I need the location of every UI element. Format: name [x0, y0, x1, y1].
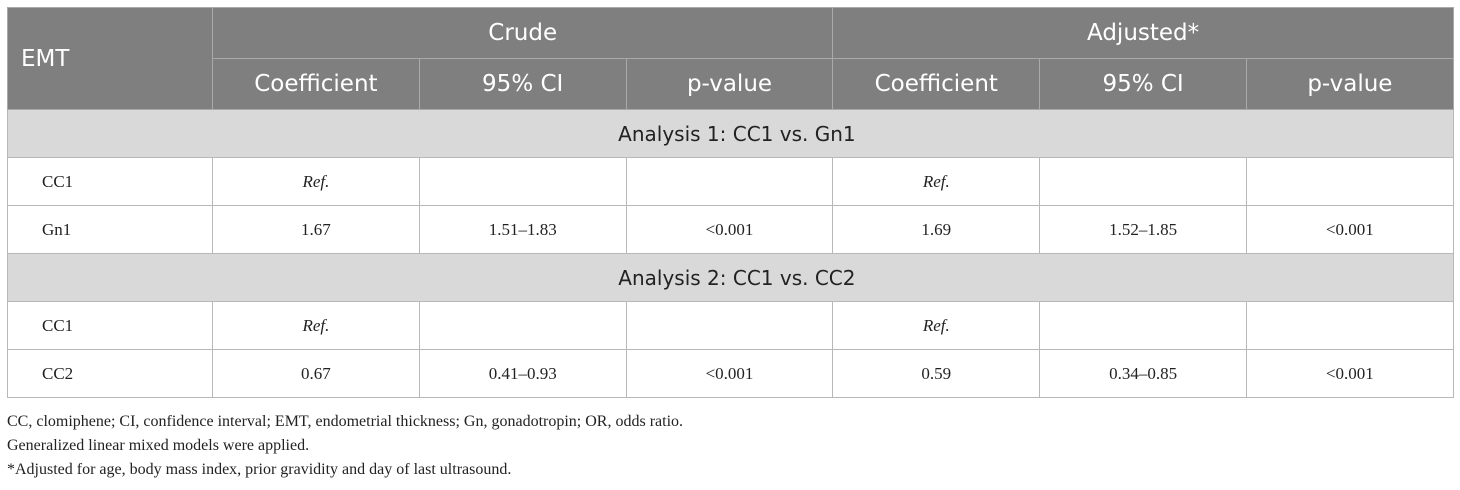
table-cell: Ref.	[832, 157, 1041, 206]
row-label-header: EMT	[7, 7, 213, 110]
table-cell: 0.41–0.93	[418, 349, 627, 398]
table-cell: <0.001	[625, 349, 834, 398]
table-cell: 1.52–1.85	[1039, 205, 1247, 254]
column-header: p-value	[1245, 58, 1454, 110]
crude-group-header: Crude	[211, 7, 834, 59]
table-header: EMT Crude Adjusted* Coefficient 95% CI p…	[7, 7, 1454, 110]
table-row: CC2 0.67 0.41–0.93 <0.001 0.59 0.34–0.85…	[7, 349, 1454, 398]
table-cell	[418, 157, 627, 206]
table-row: Gn1 1.67 1.51–1.83 <0.001 1.69 1.52–1.85…	[7, 205, 1454, 254]
table-cell: 1.67	[212, 205, 420, 254]
table-cell	[1245, 157, 1454, 206]
section-row: Analysis 1: CC1 vs. Gn1	[7, 109, 1454, 158]
footnote-abbreviations: CC, clomiphene; CI, confidence interval;…	[7, 413, 684, 430]
column-header: Coefficient	[832, 58, 1041, 110]
table-cell: 1.51–1.83	[418, 205, 627, 254]
row-label: CC2	[7, 349, 213, 398]
table-cell: 0.34–0.85	[1039, 349, 1247, 398]
row-label: Gn1	[7, 205, 213, 254]
table-row: CC1 Ref. Ref.	[7, 301, 1454, 350]
footnote-adjustment: *Adjusted for age, body mass index, prio…	[7, 461, 512, 478]
results-table-container: EMT Crude Adjusted* Coefficient 95% CI p…	[7, 7, 1454, 398]
row-label: CC1	[7, 301, 213, 350]
adjusted-group-header: Adjusted*	[832, 7, 1454, 59]
table-row: CC1 Ref. Ref.	[7, 157, 1454, 206]
section-title: Analysis 1: CC1 vs. Gn1	[7, 109, 1454, 158]
table-body: Analysis 1: CC1 vs. Gn1 CC1 Ref. Ref. Gn…	[7, 109, 1454, 398]
table-cell	[625, 301, 834, 350]
table-cell	[418, 301, 627, 350]
column-header: p-value	[625, 58, 834, 110]
column-header: 95% CI	[1039, 58, 1247, 110]
column-header: 95% CI	[418, 58, 627, 110]
table-cell	[625, 157, 834, 206]
section-row: Analysis 2: CC1 vs. CC2	[7, 253, 1454, 302]
table-cell: 0.67	[212, 349, 420, 398]
table-cell	[1245, 301, 1454, 350]
footnote-methods: Generalized linear mixed models were app…	[7, 437, 310, 454]
table-cell: 1.69	[832, 205, 1041, 254]
results-table: EMT Crude Adjusted* Coefficient 95% CI p…	[7, 7, 1454, 398]
table-cell: Ref.	[832, 301, 1041, 350]
table-footnotes: CC, clomiphene; CI, confidence interval;…	[7, 410, 683, 482]
table-cell: <0.001	[1245, 349, 1454, 398]
table-cell: Ref.	[212, 301, 420, 350]
section-title: Analysis 2: CC1 vs. CC2	[7, 253, 1454, 302]
column-header: Coefficient	[212, 58, 420, 110]
table-cell	[1039, 157, 1247, 206]
table-cell: <0.001	[625, 205, 834, 254]
table-cell: <0.001	[1245, 205, 1454, 254]
row-label: CC1	[7, 157, 213, 206]
table-cell: 0.59	[832, 349, 1041, 398]
table-cell	[1039, 301, 1247, 350]
table-cell: Ref.	[212, 157, 420, 206]
